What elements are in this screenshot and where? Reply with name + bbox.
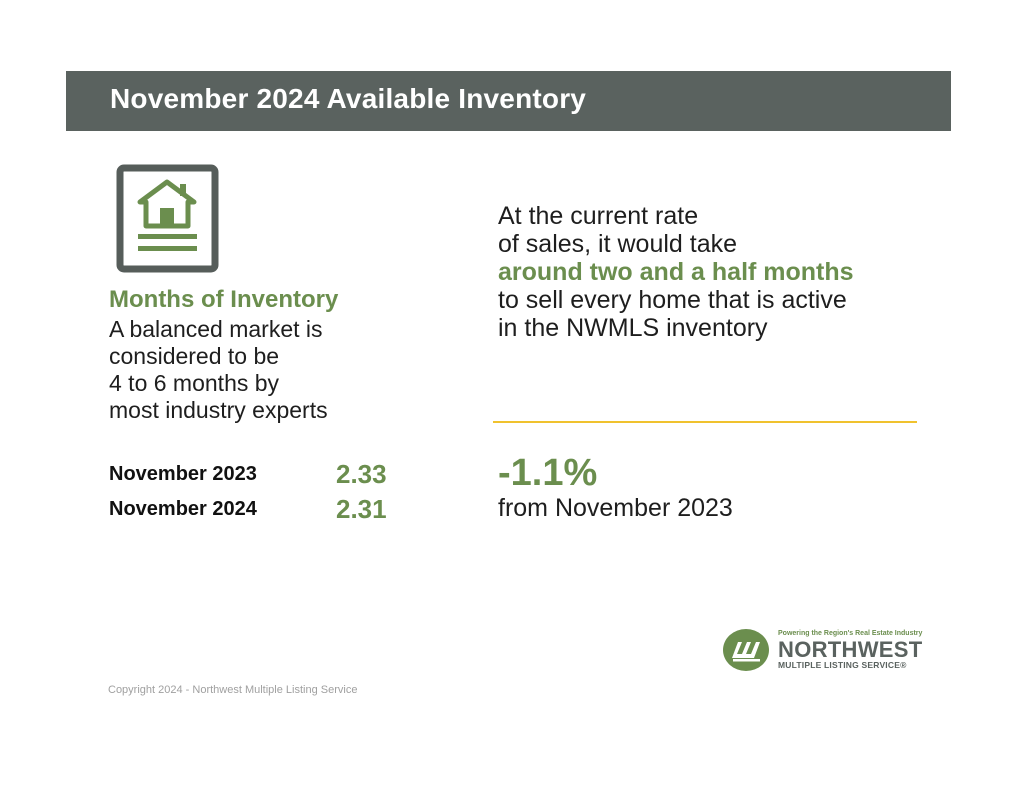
- copyright: Copyright 2024 - Northwest Multiple List…: [108, 684, 358, 696]
- house-icon: [116, 164, 219, 273]
- rate-line: At the current rate: [498, 202, 699, 230]
- stat-value: 2.31: [336, 494, 387, 524]
- description-line: A balanced market is: [109, 316, 323, 342]
- stat-row-2023: November 2023 2.33: [109, 459, 409, 489]
- months-of-inventory-description: A balanced market is considered to be 4 …: [109, 316, 409, 424]
- logo-mark-icon: [722, 628, 770, 672]
- months-of-inventory-heading: Months of Inventory: [109, 286, 339, 313]
- stat-row-2024: November 2024 2.31: [109, 494, 409, 524]
- stat-value: 2.33: [336, 459, 387, 489]
- change-caption: from November 2023: [498, 494, 733, 522]
- logo-name: NORTHWEST: [778, 637, 923, 662]
- stat-label: November 2024: [109, 498, 257, 520]
- rate-statement: At the current rate of sales, it would t…: [498, 202, 938, 342]
- divider: [493, 421, 917, 423]
- description-line: considered to be: [109, 343, 280, 369]
- rate-line: to sell every home that is active: [498, 286, 847, 314]
- rate-line: in the NWMLS inventory: [498, 314, 768, 342]
- description-line: most industry experts: [109, 397, 328, 423]
- page-title: November 2024 Available Inventory: [110, 83, 587, 114]
- logo-tagline: Powering the Region's Real Estate Indust…: [778, 630, 923, 637]
- nwmls-logo: Powering the Region's Real Estate Indust…: [722, 628, 922, 674]
- stat-label: November 2023: [109, 463, 257, 485]
- rate-line: of sales, it would take: [498, 230, 738, 258]
- description-line: 4 to 6 months by: [109, 370, 280, 396]
- logo-subtitle: MULTIPLE LISTING SERVICE®: [778, 660, 907, 670]
- change-percentage: -1.1%: [498, 452, 598, 494]
- title-banner: November 2024 Available Inventory: [66, 71, 951, 131]
- rate-highlight: around two and a half months: [498, 258, 854, 286]
